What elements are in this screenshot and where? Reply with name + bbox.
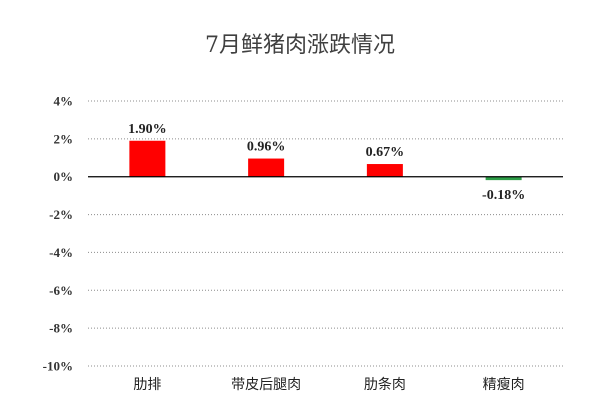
y-tick-label: 2% [54,131,74,146]
data-label: -0.18% [482,188,525,203]
y-tick-label: 4% [54,94,74,109]
bar [129,140,166,177]
y-tick-label: -8% [49,321,73,336]
chart-title: 7月鲜猪肉涨跌情况 [205,33,395,58]
x-axis-ticks: 肋排 带皮后腿肉 肋条肉 精瘦肉 [133,376,524,393]
data-label: 1.90% [128,122,167,137]
bar [248,158,285,177]
bars [129,140,522,181]
gridlines [88,100,563,367]
data-labels: 1.90% 0.96% 0.67% -0.18% [128,122,525,203]
y-tick-label: -6% [49,283,73,298]
bar [366,164,403,177]
bar [485,176,522,181]
x-tick-label: 带皮后腿肉 [231,377,301,393]
data-label: 0.96% [247,140,286,155]
x-tick-label: 精瘦肉 [483,376,525,393]
data-label: 0.67% [366,145,405,160]
y-tick-label: -4% [49,245,73,260]
x-tick-label: 肋排 [133,377,161,393]
y-axis-ticks: 4% 2% 0% -2% -4% -6% -8% -10% [43,94,73,374]
y-tick-label: -10% [43,359,73,374]
y-tick-label: -2% [49,207,73,222]
y-tick-label: 0% [54,169,74,184]
x-tick-label: 肋条肉 [364,376,406,393]
